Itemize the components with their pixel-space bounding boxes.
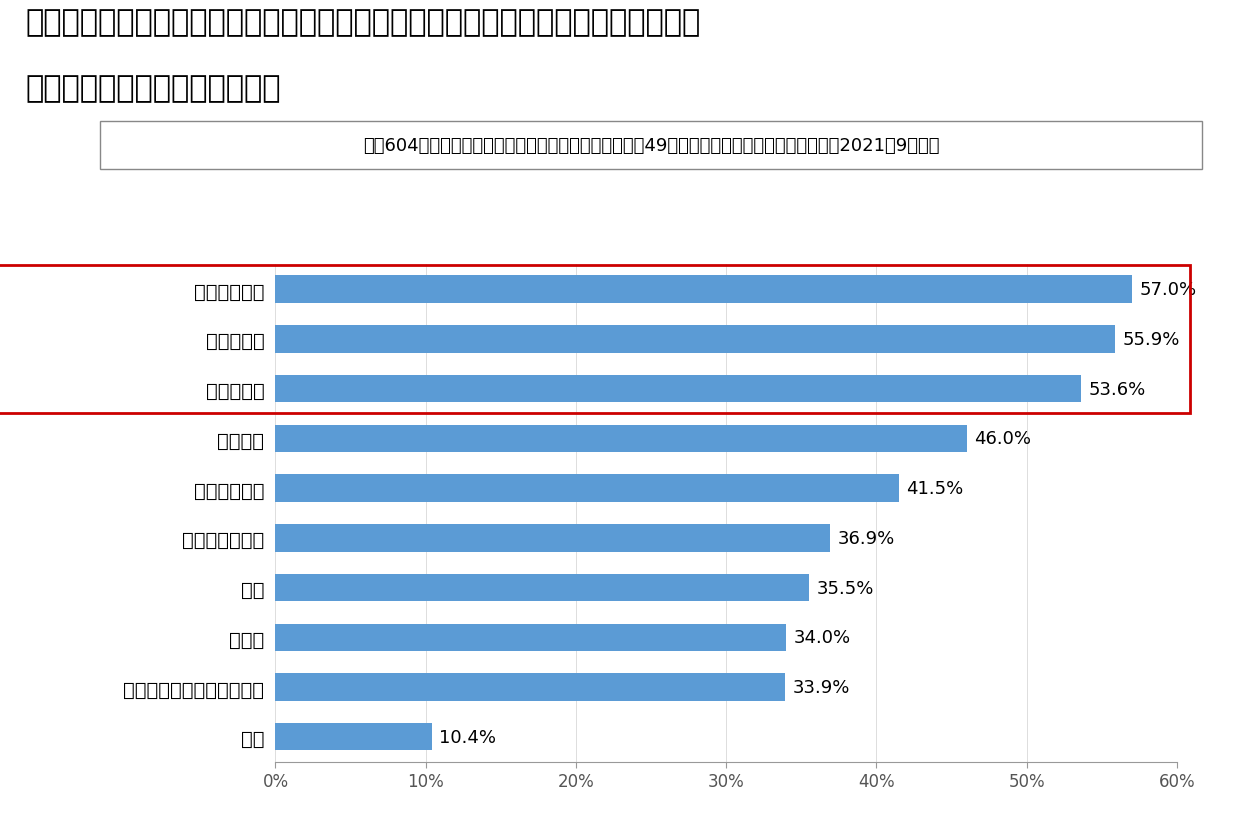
Bar bbox=[275, 624, 786, 651]
Bar bbox=[275, 276, 1132, 304]
Bar bbox=[275, 475, 899, 502]
Text: 57.0%: 57.0% bbox=[1139, 281, 1197, 299]
Text: 46.0%: 46.0% bbox=[974, 430, 1032, 448]
Bar bbox=[275, 325, 1116, 353]
Text: 10.4%: 10.4% bbox=[439, 728, 496, 746]
Text: 33.9%: 33.9% bbox=[793, 678, 850, 696]
Text: 34.0%: 34.0% bbox=[794, 628, 851, 647]
Bar bbox=[275, 375, 1080, 402]
Text: 36.9%: 36.9% bbox=[838, 529, 895, 547]
Text: Ｎ＝604名、当社に登録する女性（働く主婦、平均年齢49歳）　ソフトブレーン・フィールド2021年9月調査: Ｎ＝604名、当社に登録する女性（働く主婦、平均年齢49歳） ソフトブレーン・フ… bbox=[363, 137, 939, 155]
Text: 55.9%: 55.9% bbox=[1123, 330, 1181, 349]
Text: 41.5%: 41.5% bbox=[906, 479, 964, 498]
Text: 35.5%: 35.5% bbox=[816, 579, 874, 597]
Bar bbox=[275, 525, 830, 551]
Bar bbox=[275, 673, 785, 700]
Text: お選びください。（複数回答）: お選びください。（複数回答） bbox=[25, 75, 280, 104]
Bar bbox=[275, 724, 432, 750]
Text: 53.6%: 53.6% bbox=[1088, 380, 1146, 398]
Text: 図表４）＜働く主婦＞ウィズコロナの社会において、興味関心があることをすべて: 図表４）＜働く主婦＞ウィズコロナの社会において、興味関心があることをすべて bbox=[25, 8, 700, 37]
Bar bbox=[275, 426, 967, 452]
Bar bbox=[275, 575, 809, 601]
